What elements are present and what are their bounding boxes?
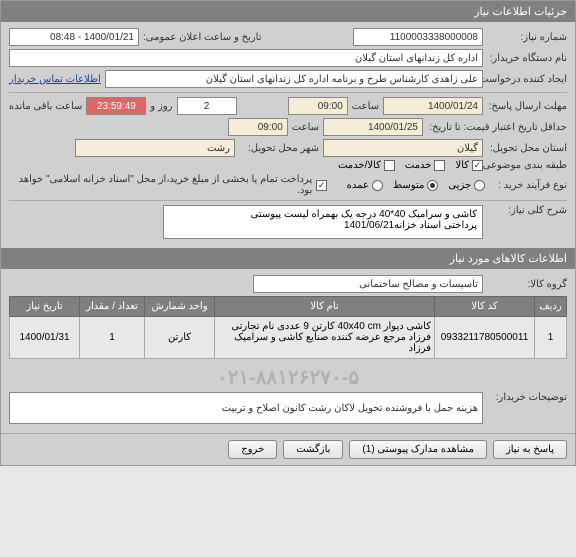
attach-button[interactable]: مشاهده مدارک پیوستی (1) <box>349 440 487 459</box>
col-unit: واحد شمارش <box>145 297 215 317</box>
value-city: رشت <box>75 139 235 157</box>
col-code: کد کالا <box>435 297 535 317</box>
label-hour2: ساعت <box>292 122 319 133</box>
radio-mid[interactable]: متوسط <box>393 180 438 191</box>
cell-qty: 1 <box>80 317 145 359</box>
value-province: گیلان <box>323 139 483 157</box>
value-buyer-notes: هزینه حمل با فروشنده تحویل لاکان رشت کان… <box>9 392 483 424</box>
label-public-time: تاریخ و ساعت اعلان عمومی: <box>143 32 262 43</box>
phone-watermark: ۰۲۱-۸۸۱۲۶۲۷۰-۵ <box>9 359 567 392</box>
button-bar: پاسخ به نیاز مشاهده مدارک پیوستی (1) باز… <box>1 433 575 465</box>
value-need-no: 1100003338000008 <box>353 28 483 46</box>
value-deadline-date: 1400/01/24 <box>383 97 483 115</box>
form-top: شماره نیاز: 1100003338000008 تاریخ و ساع… <box>1 22 575 248</box>
label-creator: ایجاد کننده درخواست: <box>487 74 567 85</box>
col-row: ردیف <box>535 297 567 317</box>
col-qty: تعداد / مقدار <box>80 297 145 317</box>
label-province: استان محل تحویل: <box>487 143 567 154</box>
value-buyer-org: اداره کل زندانهای استان گیلان <box>9 49 483 67</box>
cell-unit: کارتن <box>145 317 215 359</box>
answer-button[interactable]: پاسخ به نیاز <box>493 440 567 459</box>
label-need-no: شماره نیاز: <box>487 32 567 43</box>
items-table: ردیف کد کالا نام کالا واحد شمارش تعداد /… <box>9 296 567 359</box>
value-desc: کاشی و سرامیک 40*40 درجه یک بهمراه لیست … <box>163 205 483 239</box>
process-radio-group: جزیی متوسط عمده <box>347 180 486 191</box>
cell-row: 1 <box>535 317 567 359</box>
label-day: روز و <box>150 101 172 112</box>
contact-link[interactable]: اطلاعات تماس خریدار <box>9 74 101 85</box>
table-row[interactable]: 1 0933211780500011 کاشی دیوار 40x40 cm ک… <box>10 317 567 359</box>
label-buyer-org: نام دستگاه خریدار: <box>487 53 567 64</box>
col-name: نام کالا <box>215 297 435 317</box>
value-goods-group: تاسیسات و مصالح ساختمانی <box>253 275 483 293</box>
treasury-checkbox[interactable] <box>316 180 327 191</box>
label-hour1: ساعت <box>352 101 379 112</box>
label-deadline: مهلت ارسال پاسخ: <box>487 101 567 112</box>
radio-goods[interactable]: کالا <box>455 160 483 171</box>
cell-name: کاشی دیوار 40x40 cm کارتن 9 عددی نام تجا… <box>215 317 435 359</box>
value-creator: علی زاهدی کارشناس طرح و برنامه اداره کل … <box>105 70 483 88</box>
value-time-left: 23:59:49 <box>86 97 146 115</box>
back-button[interactable]: بازگشت <box>283 440 343 459</box>
table-header-row: ردیف کد کالا نام کالا واحد شمارش تعداد /… <box>10 297 567 317</box>
value-deadline-time: 09:00 <box>288 97 348 115</box>
form-items: گروه کالا: تاسیسات و مصالح ساختمانی ردیف… <box>1 269 575 433</box>
value-validity-date: 1400/01/25 <box>323 118 423 136</box>
label-desc: شرح کلی نیاز: <box>487 205 567 216</box>
radio-low[interactable]: جزیی <box>448 180 485 191</box>
value-days-left: 2 <box>177 97 237 115</box>
header-details: جزئیات اطلاعات نیاز <box>1 1 575 22</box>
label-budget: طبقه بندی موضوعی: <box>487 160 567 171</box>
value-validity-time: 09:00 <box>228 118 288 136</box>
value-public-time: 1400/01/21 - 08:48 <box>9 28 139 46</box>
header-items: اطلاعات کالاهای مورد نیاز <box>1 248 575 269</box>
radio-high[interactable]: عمده <box>347 180 383 191</box>
main-panel: جزئیات اطلاعات نیاز شماره نیاز: 11000033… <box>0 0 576 466</box>
label-validity: حداقل تاریخ اعتبار قیمت: تا تاریخ: <box>427 122 567 133</box>
label-remain: ساعت باقی مانده <box>9 101 82 112</box>
budget-radio-group: کالا خدمت کالا/خدمت <box>338 160 483 171</box>
label-buyer-notes: توضیحات خریدار: <box>487 392 567 403</box>
col-date: تاریخ نیاز <box>10 297 80 317</box>
pay-note: پرداخت تمام یا بخشی از مبلغ خرید،از محل … <box>9 174 312 196</box>
label-process: نوع فرآیند خرید : <box>489 180 567 191</box>
cell-date: 1400/01/31 <box>10 317 80 359</box>
label-city: شهر محل تحویل: <box>239 143 319 154</box>
radio-goods-service[interactable]: کالا/خدمت <box>338 160 395 171</box>
cell-code: 0933211780500011 <box>435 317 535 359</box>
radio-service[interactable]: خدمت <box>405 160 446 171</box>
exit-button[interactable]: خروج <box>228 440 277 459</box>
label-goods-group: گروه کالا: <box>487 279 567 290</box>
